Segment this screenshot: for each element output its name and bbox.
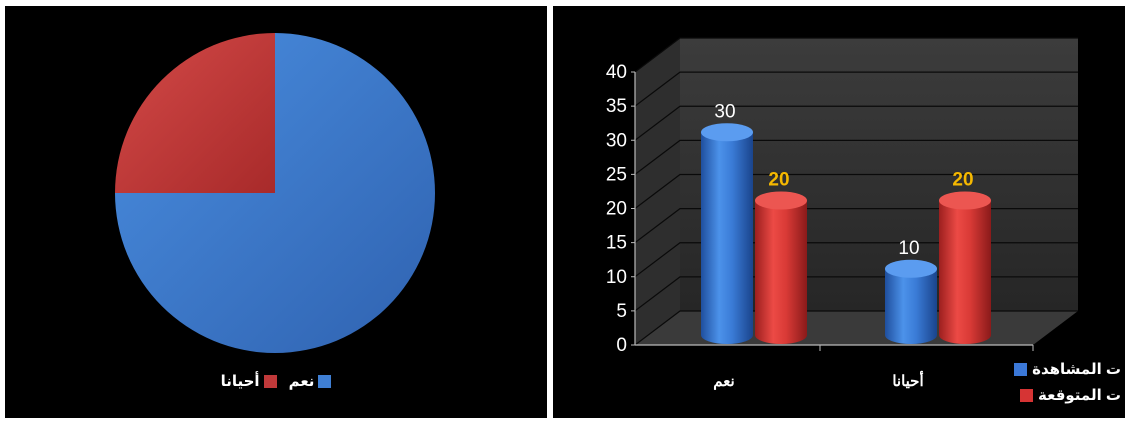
cylinder-top xyxy=(939,191,991,210)
pie-chart-panel: نعم أحيانا xyxy=(5,6,547,418)
pie-legend: نعم أحيانا xyxy=(5,372,547,390)
bar-0-0 xyxy=(701,123,753,344)
grid-line xyxy=(634,139,1078,175)
pie-legend-swatch-yes xyxy=(318,374,332,388)
y-tick-label: 10 xyxy=(606,267,627,288)
pie-legend-swatch-sometimes xyxy=(263,374,277,388)
bar-legend-swatch-observed xyxy=(1014,362,1028,376)
bar-legend-swatch-expected xyxy=(1020,388,1034,402)
cylinder-top xyxy=(701,123,753,142)
cylinder-top xyxy=(755,191,807,210)
grid-line xyxy=(634,37,1078,73)
y-tick-label: 30 xyxy=(606,130,627,151)
data-label: 30 xyxy=(714,101,735,122)
y-axis: 0 5 10 15 20 25 30 35 40 xyxy=(606,62,1034,356)
y-tick-label: 35 xyxy=(606,96,627,117)
bar-1-0 xyxy=(885,259,937,344)
y-tick-label: 20 xyxy=(606,199,627,220)
pie-chart xyxy=(115,33,435,353)
bar-legend-item-observed: ت المشاهدة xyxy=(1014,356,1121,382)
y-tick-label: 15 xyxy=(606,233,627,254)
bar-legend-label-observed: ت المشاهدة xyxy=(1032,361,1121,378)
cylinder-body xyxy=(939,200,991,344)
pie-legend-label-yes: نعم xyxy=(288,373,315,390)
pie-legend-item-sometimes: أحيانا xyxy=(221,372,277,390)
bar-1-1 xyxy=(939,191,991,344)
y-tick-label: 0 xyxy=(616,335,627,356)
x-tick-label: أحيانا xyxy=(892,370,923,390)
cylinder-body xyxy=(755,200,807,344)
cylinder-body xyxy=(701,132,753,344)
bar-legend: ت المشاهدة ت المتوقعة xyxy=(1014,356,1121,408)
data-labels: 30 20 10 20 xyxy=(714,101,973,259)
x-tick-label: نعم xyxy=(713,373,734,390)
pie-legend-label-sometimes: أحيانا xyxy=(220,373,260,390)
data-label: 10 xyxy=(898,238,919,259)
data-label: 20 xyxy=(952,170,973,191)
bar-chart: 0 5 10 15 20 25 30 35 40 30 20 10 20 نعم أحيانا xyxy=(606,37,1078,390)
grid-line xyxy=(634,173,1078,209)
x-axis-labels: نعم أحيانا xyxy=(713,370,923,390)
pie-legend-item-yes: نعم xyxy=(289,372,332,390)
cylinder-top xyxy=(885,259,937,278)
bars xyxy=(701,123,991,344)
y-tick-label: 40 xyxy=(606,62,627,83)
bar-0-1 xyxy=(755,191,807,344)
y-tick-label: 25 xyxy=(606,164,627,185)
cylinder-body xyxy=(885,268,937,344)
bar-chart-panel: 0 5 10 15 20 25 30 35 40 30 20 10 20 نعم أحيانا ت ال… xyxy=(553,6,1125,418)
grid-line xyxy=(634,105,1078,141)
bar-legend-item-expected: ت المتوقعة xyxy=(1014,382,1121,408)
grid-line xyxy=(634,71,1078,107)
y-tick-label: 5 xyxy=(616,301,627,322)
pie-slice-sometimes xyxy=(115,33,275,193)
data-label: 20 xyxy=(768,170,789,191)
bar-legend-label-expected: ت المتوقعة xyxy=(1038,387,1121,404)
